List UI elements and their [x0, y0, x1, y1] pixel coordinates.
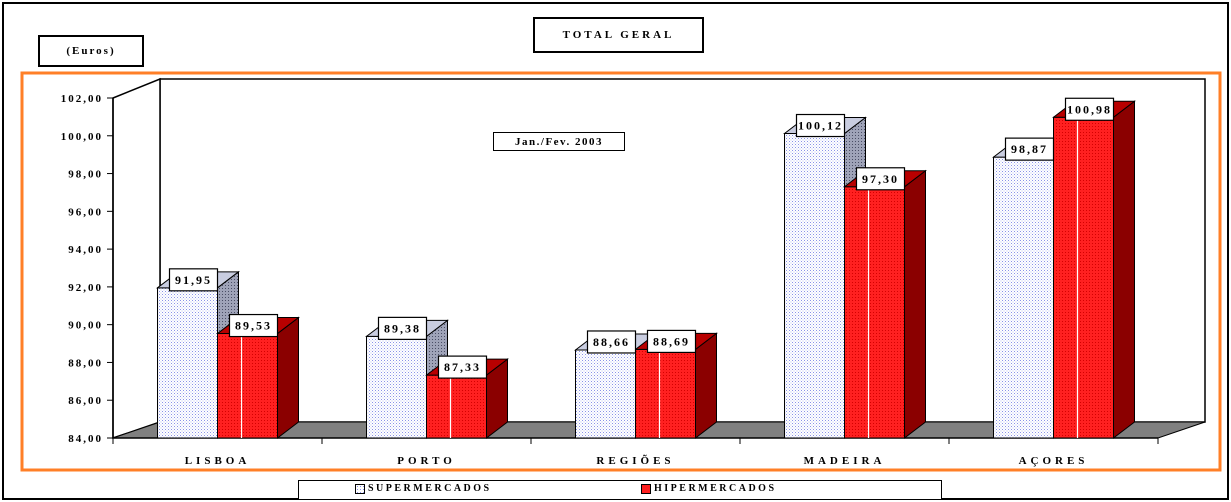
data-label-hipermercados-0: 89,53 [235, 319, 272, 333]
data-label-box [646, 329, 697, 354]
y-tick-label: 88,00 [68, 357, 103, 369]
legend-swatch-supermercados [355, 483, 365, 494]
category-label-2: REGIÕES [596, 455, 674, 467]
bar-side [695, 332, 717, 440]
legend-label-hipermercados: HIPERMERCADOS [654, 483, 777, 494]
data-label-box [855, 167, 906, 191]
bar-supermercados-0 [157, 287, 218, 439]
y-tick-label: 96,00 [68, 206, 103, 218]
y-tick-label: 102,00 [61, 93, 103, 105]
data-label-box [228, 313, 279, 338]
bar-side [277, 316, 299, 440]
bar-hipermercados-1 [426, 374, 487, 439]
bar-side [904, 169, 926, 440]
data-label-hipermercados-4: 100,98 [1067, 102, 1112, 116]
bar-supermercados-1 [366, 335, 427, 439]
data-label-box [168, 268, 219, 292]
bar-supermercados-4 [993, 156, 1054, 439]
legend-label-supermercados: SUPERMERCADOS [368, 483, 492, 494]
data-label-supermercados-0: 91,95 [175, 273, 212, 287]
bar-side [1113, 100, 1135, 440]
bar-hipermercados-4 [1053, 116, 1114, 439]
legend-swatch-hipermercados [641, 483, 651, 494]
unit-label: (Euros) [38, 35, 144, 67]
y-tick-label: 84,00 [68, 433, 103, 445]
data-label-supermercados-1: 89,38 [384, 321, 421, 335]
chart-title: TOTAL GERAL [533, 17, 704, 53]
y-tick-label: 100,00 [61, 131, 103, 143]
category-label-1: PORTO [397, 455, 456, 467]
data-label-box [795, 113, 846, 138]
bar-supermercados-3 [784, 133, 845, 439]
category-label-0: LISBOA [185, 455, 251, 467]
bar-hipermercados-3 [844, 186, 905, 439]
y-tick-label: 98,00 [68, 169, 103, 181]
bar-hipermercados-0 [217, 333, 278, 439]
data-label-box [1064, 97, 1115, 121]
data-label-box [437, 355, 488, 379]
y-tick-label: 90,00 [68, 320, 103, 332]
legend-item-supermercados: SUPERMERCADOS [355, 483, 492, 494]
data-label-hipermercados-1: 87,33 [444, 360, 481, 374]
y-tick-label: 92,00 [68, 282, 103, 294]
plot-border [20, 71, 1222, 472]
data-label-supermercados-3: 100,12 [798, 119, 843, 133]
bar-supermercados-2 [575, 349, 636, 439]
data-label-hipermercados-2: 88,69 [653, 334, 690, 348]
data-label-box [377, 316, 428, 340]
category-label-3: MADEIRA [804, 455, 886, 467]
bar-hipermercados-2 [635, 348, 696, 439]
data-label-box [586, 330, 637, 354]
data-label-hipermercados-3: 97,30 [862, 172, 899, 186]
y-tick-label: 94,00 [68, 244, 103, 256]
legend: SUPERMERCADOS HIPERMERCADOS [298, 480, 942, 500]
data-label-supermercados-2: 88,66 [593, 335, 630, 349]
legend-item-hipermercados: HIPERMERCADOS [641, 483, 777, 494]
data-label-box [1004, 137, 1055, 161]
y-tick-label: 86,00 [68, 395, 103, 407]
category-label-4: AÇORES [1019, 455, 1089, 467]
period-annotation: Jan./Fev. 2003 [493, 132, 625, 151]
data-label-supermercados-4: 98,87 [1011, 142, 1048, 156]
side-wall [112, 77, 161, 440]
